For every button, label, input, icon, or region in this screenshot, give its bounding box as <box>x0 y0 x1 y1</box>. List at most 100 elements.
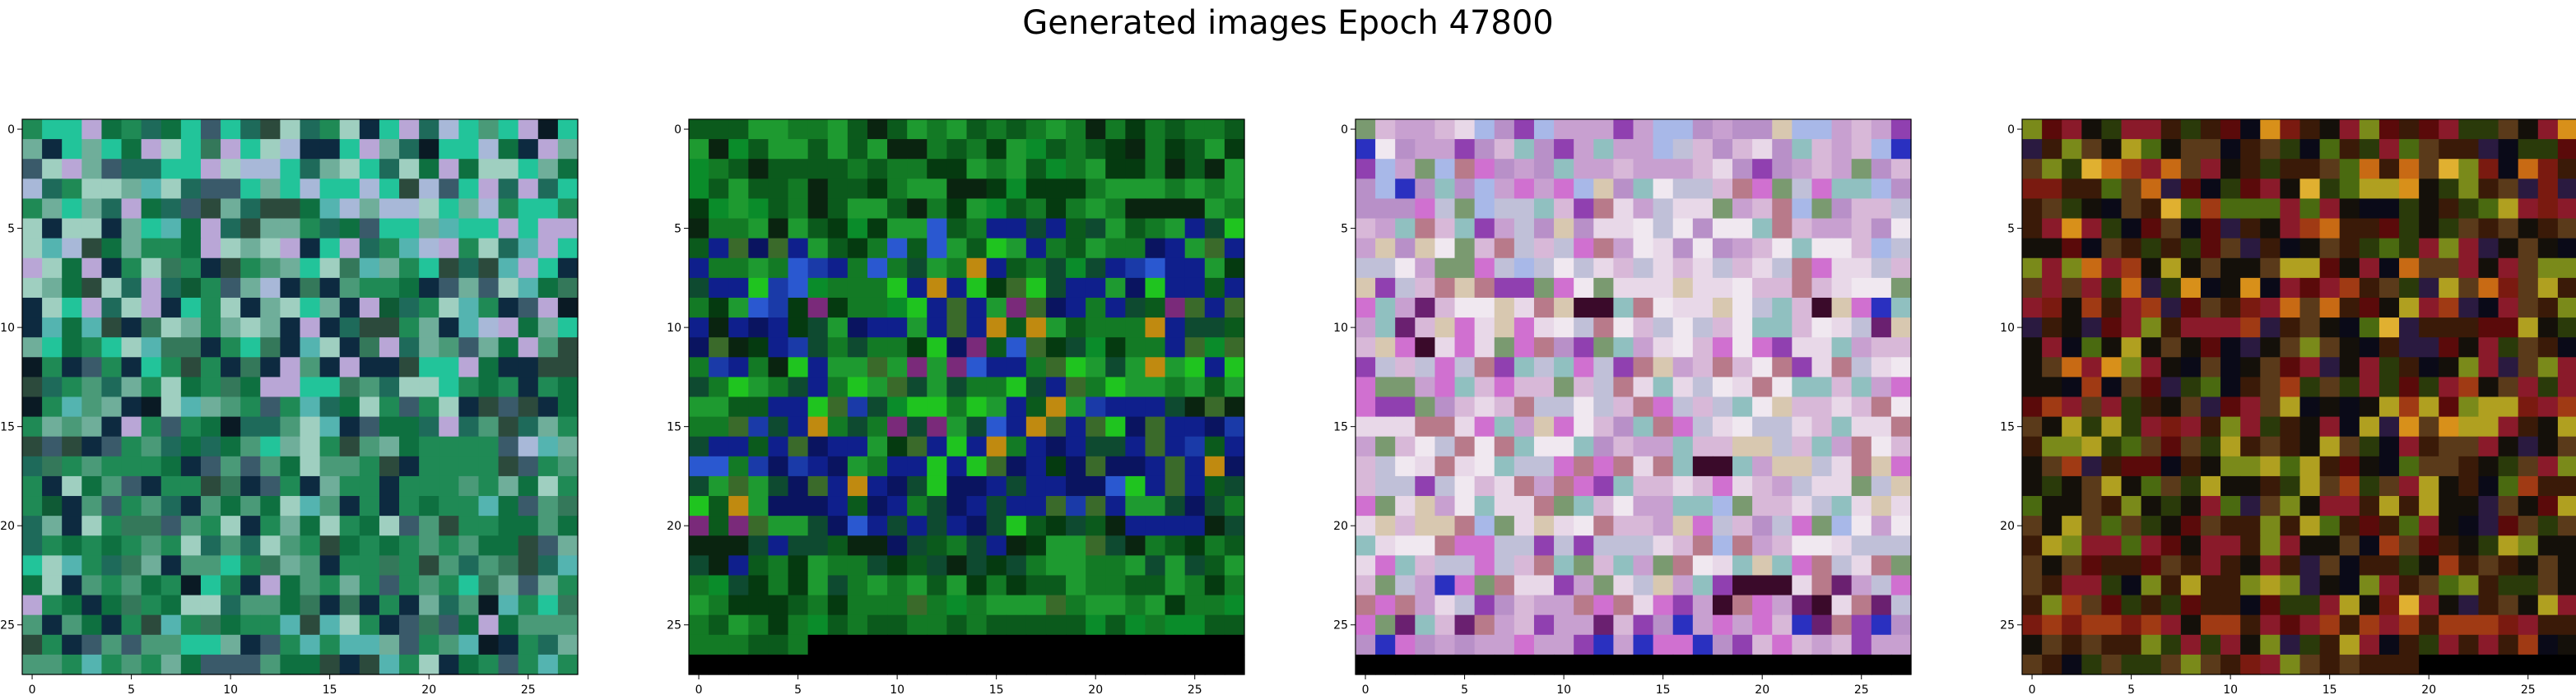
image-pixel <box>22 337 43 358</box>
image-pixel <box>1574 555 1594 577</box>
image-pixel <box>240 416 261 438</box>
image-pixel <box>887 416 908 438</box>
image-pixel <box>1006 436 1027 457</box>
image-pixel <box>1395 198 1416 220</box>
image-pixel <box>537 595 559 616</box>
image-pixel <box>1145 159 1166 179</box>
image-pixel <box>1613 456 1634 477</box>
image-pixel <box>2478 238 2499 259</box>
image-pixel <box>537 257 559 279</box>
image-pixel <box>2101 119 2123 140</box>
image-pixel <box>1395 297 1416 318</box>
image-pixel <box>1712 496 1733 517</box>
image-pixel <box>2022 535 2043 556</box>
image-pixel <box>240 119 261 140</box>
image-pixel <box>537 159 559 179</box>
image-pixel <box>1514 257 1535 279</box>
image-pixel <box>1224 238 1245 259</box>
image-pixel <box>966 555 988 577</box>
image-pixel <box>2498 178 2519 200</box>
image-pixel <box>2439 377 2459 398</box>
image-pixel <box>1732 277 1753 299</box>
image-pixel <box>907 198 928 220</box>
image-pixel <box>458 357 480 378</box>
image-pixel <box>518 238 539 259</box>
image-pixel <box>1045 614 1067 636</box>
image-pixel <box>1184 555 1206 577</box>
image-pixel <box>788 377 809 398</box>
image-pixel <box>1554 634 1574 656</box>
image-pixel <box>221 377 241 398</box>
image-pixel <box>1554 317 1574 338</box>
image-pixel <box>2498 277 2519 299</box>
image-pixel <box>260 257 281 279</box>
image-pixel <box>1533 277 1555 299</box>
image-pixel <box>1434 475 1456 497</box>
image-pixel <box>2518 119 2539 140</box>
image-pixel <box>1554 456 1574 477</box>
image-pixel <box>1145 317 1166 338</box>
image-pixel <box>2537 456 2559 477</box>
image-pixel <box>22 535 43 556</box>
image-pixel <box>1125 436 1146 457</box>
image-pixel <box>1125 555 1146 577</box>
image-pixel <box>748 555 770 577</box>
image-pixel <box>1086 277 1106 299</box>
image-pixel <box>2319 575 2341 596</box>
image-pixel <box>768 475 789 497</box>
image-pixel <box>2022 159 2043 179</box>
image-pixel <box>1415 416 1436 438</box>
image-pixel <box>1165 257 1186 279</box>
image-pixel <box>1105 496 1126 517</box>
image-pixel <box>1811 475 1833 497</box>
image-pixel <box>22 297 43 318</box>
image-pixel <box>1851 357 1872 378</box>
image-pixel <box>1890 277 1912 299</box>
image-pixel <box>1851 178 1872 200</box>
image-pixel <box>2062 297 2082 318</box>
image-pixel <box>439 317 459 338</box>
image-pixel <box>300 614 321 636</box>
image-pixel <box>827 297 849 318</box>
image-pixel <box>557 496 579 517</box>
image-pixel <box>748 396 770 418</box>
image-pixel <box>280 198 301 220</box>
image-pixel <box>2160 119 2182 140</box>
image-pixel <box>2339 257 2360 279</box>
image-pixel <box>359 416 380 438</box>
image-pixel <box>1006 416 1027 438</box>
image-pixel <box>319 139 341 160</box>
image-pixel <box>1871 634 1892 656</box>
image-pixel <box>1811 238 1833 259</box>
image-pixel <box>1415 277 1436 299</box>
image-pixel <box>1086 496 1106 517</box>
image-pixel <box>1533 297 1555 318</box>
image-pixel <box>1165 496 1186 517</box>
image-pixel <box>1105 555 1126 577</box>
image-pixel <box>200 238 221 259</box>
image-pixel <box>689 257 709 279</box>
image-pixel <box>1204 198 1225 220</box>
image-pixel <box>2478 575 2499 596</box>
image-pixel <box>2141 218 2162 239</box>
image-pixel <box>1772 218 1793 239</box>
image-pixel <box>788 535 809 556</box>
image-pixel <box>537 297 559 318</box>
image-pixel <box>300 238 321 259</box>
image-pixel <box>2180 496 2202 517</box>
image-pixel <box>1593 614 1614 636</box>
image-pixel <box>319 614 341 636</box>
image-pixel <box>498 475 519 497</box>
image-pixel <box>478 575 500 596</box>
image-pixel <box>1554 555 1574 577</box>
image-pixel <box>2101 654 2123 675</box>
image-pixel <box>2439 357 2459 378</box>
image-pixel <box>160 595 182 616</box>
image-pixel <box>728 297 749 318</box>
image-pixel <box>300 139 321 160</box>
image-pixel <box>2042 516 2062 536</box>
image-pixel <box>1434 654 1456 675</box>
image-pixel <box>1184 277 1206 299</box>
image-pixel <box>2419 396 2439 418</box>
image-pixel <box>1165 416 1186 438</box>
